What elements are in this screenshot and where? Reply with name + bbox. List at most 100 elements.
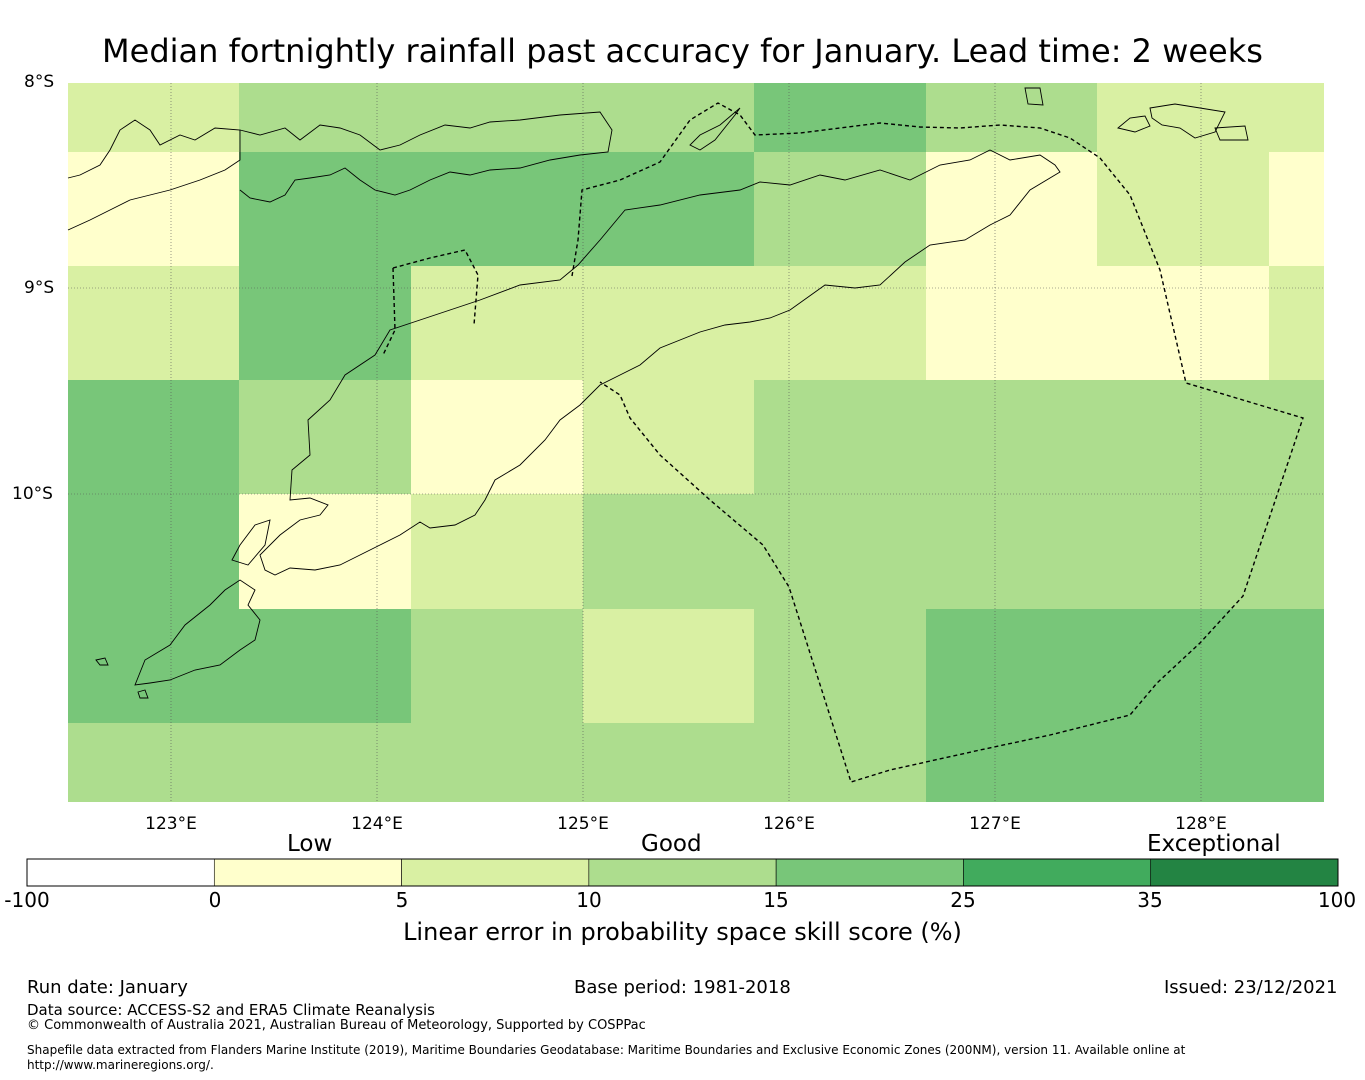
grid-cell <box>1269 266 1324 380</box>
data-source: Data source: ACCESS-S2 and ERA5 Climate … <box>27 1001 435 1019</box>
shapefile-credit: Shapefile data extracted from Flanders M… <box>27 1043 1186 1057</box>
grid-cell <box>926 152 1097 266</box>
colorbar-outline <box>26 858 1339 887</box>
grid-cell <box>411 152 583 266</box>
colorbar-tick: 15 <box>763 888 789 912</box>
colorbar-tick: 0 <box>208 888 222 912</box>
grid-cell <box>239 494 411 609</box>
grid-cell <box>239 152 411 266</box>
category-exceptional: Exceptional <box>1147 831 1281 857</box>
grid-cell <box>1097 266 1269 380</box>
run-date: Run date: January <box>27 977 188 998</box>
romang-coastline <box>1024 87 1044 106</box>
damar-coastline <box>1149 103 1226 139</box>
grid-cell <box>583 83 754 152</box>
grid-cell <box>411 723 583 802</box>
grid-cell <box>239 609 411 723</box>
issued-date: Issued: 23/12/2021 <box>1164 977 1338 998</box>
grid-cell <box>68 494 239 609</box>
grid-cell <box>68 723 239 802</box>
flores-east-coastline <box>67 119 241 231</box>
colorbar-segment <box>401 858 590 887</box>
lon-label-125e: 125°E <box>557 814 609 834</box>
colorbar-segment <box>1150 858 1339 887</box>
grid-cell <box>1097 609 1269 723</box>
lon-label-128e: 128°E <box>1175 814 1227 834</box>
eez-boundaries <box>382 102 1304 783</box>
grid-cell <box>1097 152 1269 266</box>
grid-cell <box>1269 609 1324 723</box>
grid-cell <box>926 494 1097 609</box>
grid-cell <box>411 494 583 609</box>
grid-cell <box>68 266 239 380</box>
colorbar-tick: 35 <box>1137 888 1163 912</box>
grid-cell <box>754 723 926 802</box>
wetar-coastline <box>689 107 741 151</box>
islet-coastline <box>137 689 149 699</box>
shapefile-url: http://www.marineregions.org/. <box>27 1058 214 1072</box>
grid-cell <box>754 494 926 609</box>
grid-cell <box>583 266 754 380</box>
timor-leste-eez <box>571 102 1304 783</box>
grid-cell <box>1269 723 1324 802</box>
grid-cell <box>754 380 926 494</box>
grid-cell <box>411 266 583 380</box>
lat-label-8s: 8°S <box>24 72 55 92</box>
colorbar-segment <box>775 858 964 887</box>
lon-label-124e: 124°E <box>351 814 403 834</box>
small-island-east <box>1117 115 1151 133</box>
grid-cell <box>239 266 411 380</box>
grid-cell <box>1269 152 1324 266</box>
grid-cell <box>1269 494 1324 609</box>
skill-grid <box>68 83 1324 802</box>
grid-cell <box>926 723 1097 802</box>
grid-cell <box>1269 83 1324 152</box>
graticule <box>68 83 1324 802</box>
colorbar-tick: 100 <box>1317 888 1357 912</box>
savu-coastline <box>231 519 271 566</box>
grid-cell <box>411 83 583 152</box>
grid-cell <box>68 152 239 266</box>
colorbar <box>26 858 1339 887</box>
colorbar-segment <box>588 858 777 887</box>
small-island-east-2 <box>1214 125 1249 141</box>
grid-cell <box>1097 380 1269 494</box>
grid-cell <box>583 494 754 609</box>
grid-cell <box>583 152 754 266</box>
north-islands-coastline <box>239 111 613 203</box>
grid-cell <box>239 723 411 802</box>
lon-label-123e: 123°E <box>145 814 197 834</box>
grid-cell <box>1097 723 1269 802</box>
category-good: Good <box>641 831 702 857</box>
grid-cell <box>68 83 239 152</box>
coastlines <box>67 87 1249 699</box>
grid-cell <box>583 609 754 723</box>
sumba-coastline <box>134 579 261 686</box>
grid-cell <box>1097 494 1269 609</box>
grid-cell <box>583 723 754 802</box>
colorbar-segment <box>26 858 215 887</box>
rote-coastline <box>95 657 109 666</box>
grid-cell <box>754 83 926 152</box>
colorbar-segment <box>963 858 1152 887</box>
timor-coastline <box>259 149 1061 576</box>
grid-cell <box>68 609 239 723</box>
lat-label-10s: 10°S <box>12 484 53 504</box>
oecusse-boundary <box>382 249 479 356</box>
colorbar-tick: 5 <box>395 888 409 912</box>
colorbar-segment <box>213 858 402 887</box>
grid-cell <box>583 380 754 494</box>
grid-cell <box>68 380 239 494</box>
grid-cell <box>754 266 926 380</box>
grid-cell <box>926 380 1097 494</box>
colorbar-tick: 25 <box>950 888 976 912</box>
base-period: Base period: 1981-2018 <box>574 977 791 998</box>
category-low: Low <box>287 831 333 857</box>
lon-label-127e: 127°E <box>969 814 1021 834</box>
grid-cell <box>411 380 583 494</box>
grid-cell <box>754 152 926 266</box>
grid-cell <box>926 83 1097 152</box>
copyright: © Commonwealth of Australia 2021, Austra… <box>27 1018 646 1033</box>
lon-label-126e: 126°E <box>763 814 815 834</box>
